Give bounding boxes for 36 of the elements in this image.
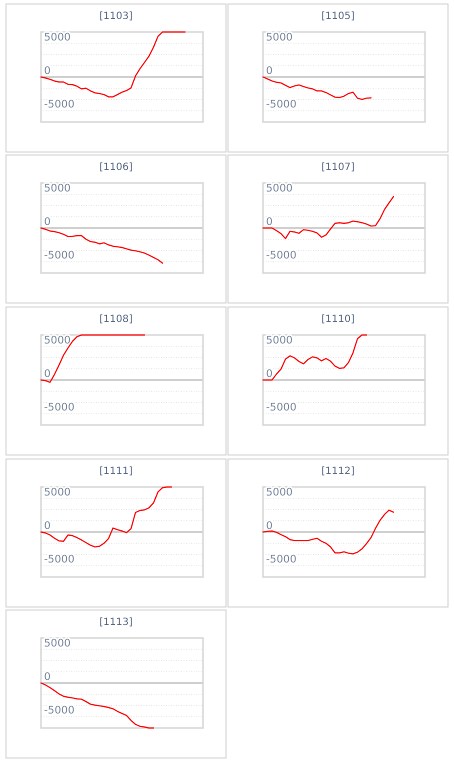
y-tick-label: -5000	[266, 250, 297, 262]
y-tick-label: 0	[44, 368, 51, 380]
y-tick-label: 5000	[44, 486, 71, 498]
y-tick-label: 0	[266, 65, 273, 77]
y-tick-label: 0	[266, 368, 273, 380]
y-tick-label: -5000	[266, 402, 297, 414]
y-tick-label: 5000	[266, 486, 293, 498]
y-tick-label: 5000	[266, 31, 293, 44]
y-tick-label: -5000	[44, 402, 75, 414]
chart-title: [1110]	[321, 314, 355, 325]
y-tick-label: 0	[44, 671, 51, 683]
chart-title: [1103]	[99, 11, 133, 22]
chart-title: [1111]	[99, 466, 133, 477]
chart-title: [1106]	[99, 162, 133, 173]
y-tick-label: -5000	[44, 250, 75, 262]
chart-title: [1112]	[321, 466, 355, 477]
chart-title: [1107]	[321, 162, 355, 173]
y-tick-label: -5000	[44, 704, 75, 717]
y-tick-label: -5000	[266, 554, 297, 566]
y-tick-label: 0	[44, 216, 51, 228]
chart-title: [1108]	[99, 314, 133, 325]
y-tick-label: -5000	[266, 98, 297, 111]
y-tick-label: 0	[44, 65, 51, 77]
y-tick-label: -5000	[44, 554, 75, 566]
y-tick-label: 5000	[266, 334, 293, 346]
y-tick-label: 5000	[266, 182, 293, 194]
y-tick-label: 5000	[44, 182, 71, 194]
y-tick-label: 5000	[44, 31, 71, 44]
y-tick-label: -5000	[44, 98, 75, 111]
y-tick-label: 0	[266, 520, 273, 532]
y-tick-label: 5000	[44, 334, 71, 346]
y-tick-label: 0	[44, 520, 51, 532]
chart-title: [1113]	[99, 617, 133, 628]
y-tick-label: 5000	[44, 637, 71, 650]
y-tick-label: 0	[266, 216, 273, 228]
chart-title: [1105]	[321, 11, 355, 22]
